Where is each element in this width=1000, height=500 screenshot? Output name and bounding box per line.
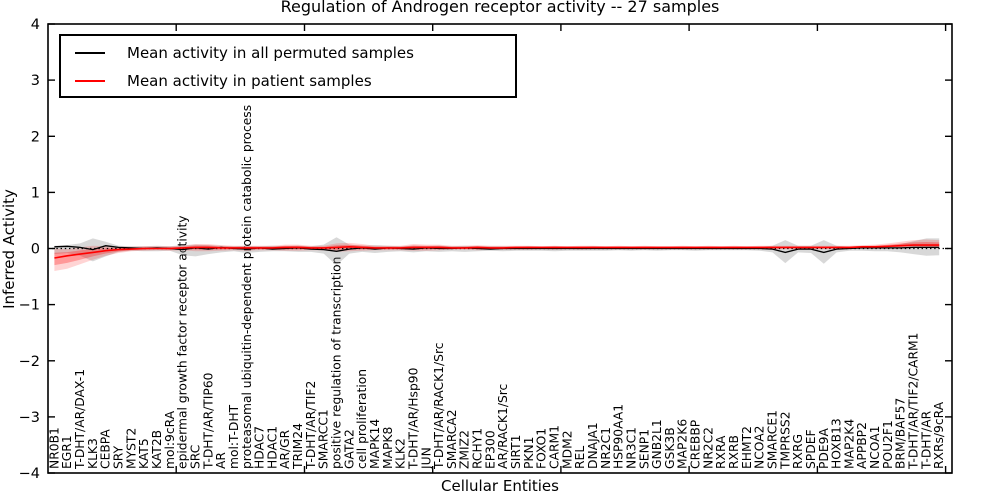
- svg-text:GNB2L1: GNB2L1: [650, 419, 664, 469]
- svg-text:KAT2B: KAT2B: [150, 430, 164, 469]
- svg-text:−4: −4: [19, 466, 40, 482]
- svg-text:PDE9A: PDE9A: [817, 428, 831, 469]
- svg-text:T-DHT/AR/TIF2/CARM1: T-DHT/AR/TIF2/CARM1: [907, 333, 921, 470]
- svg-text:T-DHT/AR/DAX-1: T-DHT/AR/DAX-1: [73, 369, 87, 470]
- svg-text:−2: −2: [19, 354, 40, 370]
- svg-text:1: 1: [31, 185, 40, 201]
- svg-text:SRC: SRC: [189, 445, 203, 469]
- legend: Mean activity in all permuted samples Me…: [59, 34, 517, 98]
- svg-text:RCHY1: RCHY1: [471, 428, 485, 469]
- svg-text:NR2C2: NR2C2: [701, 427, 715, 469]
- x-axis-label: Cellular Entities: [441, 477, 559, 495]
- svg-text:EGR1: EGR1: [60, 435, 74, 469]
- svg-text:NR3C1: NR3C1: [624, 427, 638, 469]
- svg-text:AR/GR: AR/GR: [278, 429, 292, 469]
- svg-text:RXRG: RXRG: [791, 434, 805, 469]
- svg-text:T-DHT/AR: T-DHT/AR: [919, 410, 933, 470]
- svg-text:KAT5: KAT5: [137, 438, 151, 469]
- svg-text:CREBBP: CREBBP: [689, 420, 703, 469]
- svg-text:−3: −3: [19, 410, 40, 426]
- svg-text:MDM2: MDM2: [560, 430, 574, 469]
- svg-text:JUN: JUN: [419, 447, 433, 470]
- svg-text:SENP1: SENP1: [637, 429, 651, 469]
- svg-text:SIRT1: SIRT1: [509, 435, 523, 469]
- svg-text:4: 4: [31, 17, 40, 33]
- svg-text:mol:T-DHT: mol:T-DHT: [227, 404, 241, 469]
- svg-text:DNAJA1: DNAJA1: [586, 422, 600, 469]
- svg-text:EHMT2: EHMT2: [740, 426, 754, 469]
- legend-item: Mean activity in patient samples: [73, 67, 515, 95]
- svg-text:HSP90AA1: HSP90AA1: [612, 404, 626, 469]
- svg-text:SRY: SRY: [112, 445, 126, 469]
- svg-text:GATA2: GATA2: [342, 429, 356, 469]
- legend-label: Mean activity in patient samples: [127, 72, 372, 90]
- svg-text:SMARCA2: SMARCA2: [445, 409, 459, 469]
- svg-text:KLK2: KLK2: [394, 438, 408, 469]
- svg-text:NCOA1: NCOA1: [868, 426, 882, 469]
- svg-text:TMPRSS2: TMPRSS2: [778, 411, 792, 470]
- svg-text:MAP2K6: MAP2K6: [676, 419, 690, 469]
- legend-line-permuted-samples: [75, 52, 105, 54]
- svg-text:CARM1: CARM1: [548, 425, 562, 469]
- svg-text:T-DHT/AR/TIF2: T-DHT/AR/TIF2: [304, 381, 318, 470]
- svg-text:NR0B1: NR0B1: [47, 427, 61, 469]
- svg-text:NR2C1: NR2C1: [599, 427, 613, 469]
- svg-text:3: 3: [31, 73, 40, 89]
- chart-title: Regulation of Androgen receptor activity…: [280, 0, 720, 16]
- svg-text:MAP2K4: MAP2K4: [842, 419, 856, 469]
- svg-text:FOXO1: FOXO1: [535, 428, 549, 469]
- svg-text:ZMIZ2: ZMIZ2: [458, 430, 472, 469]
- svg-text:EP300: EP300: [483, 430, 497, 469]
- svg-text:RXRB: RXRB: [727, 435, 741, 469]
- y-axis-label: Inferred Activity: [0, 189, 18, 309]
- svg-text:positive regulation of transcr: positive regulation of transcription: [330, 257, 344, 469]
- svg-text:AR: AR: [214, 452, 228, 469]
- svg-text:HDAC7: HDAC7: [253, 426, 267, 469]
- svg-text:BRM/BAF57: BRM/BAF57: [894, 398, 908, 469]
- svg-text:MAPK8: MAPK8: [381, 427, 395, 469]
- svg-text:AR/RACK1/Src: AR/RACK1/Src: [496, 384, 510, 469]
- svg-text:T-DHT/AR/RACK1/Src: T-DHT/AR/RACK1/Src: [432, 343, 446, 471]
- svg-text:CEBPA: CEBPA: [99, 429, 113, 469]
- svg-text:REL: REL: [573, 446, 587, 469]
- svg-text:mol:9cRA: mol:9cRA: [163, 410, 177, 469]
- svg-text:POU2F1: POU2F1: [881, 420, 895, 469]
- svg-text:PKN1: PKN1: [522, 436, 536, 469]
- legend-label: Mean activity in all permuted samples: [127, 44, 414, 62]
- svg-text:APPBP2: APPBP2: [855, 422, 869, 469]
- svg-text:KLK3: KLK3: [86, 438, 100, 469]
- svg-text:cell proliferation: cell proliferation: [355, 369, 369, 469]
- svg-text:MYST2: MYST2: [124, 428, 138, 469]
- legend-line-patient-samples: [75, 80, 105, 82]
- svg-text:T-DHT/AR/Hsp90: T-DHT/AR/Hsp90: [406, 368, 420, 470]
- svg-text:T-DHT/AR/TIP60: T-DHT/AR/TIP60: [201, 373, 215, 471]
- svg-text:epidermal growth factor recept: epidermal growth factor receptor activit…: [176, 215, 190, 469]
- svg-text:SMARCE1: SMARCE1: [766, 410, 780, 469]
- svg-text:HDAC1: HDAC1: [265, 426, 279, 469]
- svg-text:NCOA2: NCOA2: [753, 426, 767, 469]
- svg-text:TRIM24: TRIM24: [291, 423, 305, 470]
- svg-text:HOXB13: HOXB13: [830, 418, 844, 469]
- svg-text:−1: −1: [19, 298, 40, 314]
- svg-text:proteasomal ubiquitin-dependen: proteasomal ubiquitin-dependent protein …: [240, 105, 254, 469]
- legend-item: Mean activity in all permuted samples: [73, 39, 515, 67]
- svg-text:2: 2: [31, 129, 40, 145]
- svg-text:GSK3B: GSK3B: [663, 427, 677, 469]
- svg-text:MAPK14: MAPK14: [368, 419, 382, 469]
- svg-text:0: 0: [31, 242, 40, 258]
- svg-text:SPDEF: SPDEF: [804, 429, 818, 469]
- svg-text:SMARCC1: SMARCC1: [317, 409, 331, 469]
- svg-text:RXRs/9cRA: RXRs/9cRA: [932, 401, 946, 469]
- svg-text:RXRA: RXRA: [714, 435, 728, 469]
